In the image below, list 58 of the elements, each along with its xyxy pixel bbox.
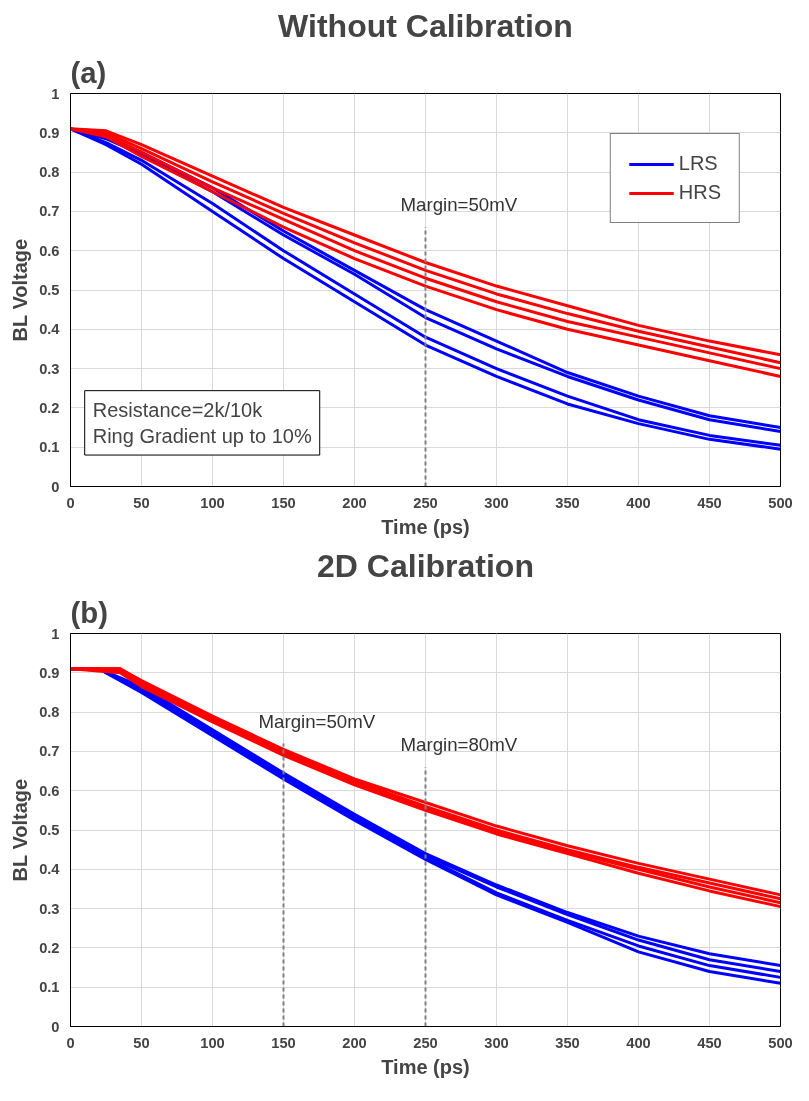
y-tick-label: 0.8 (39, 164, 60, 181)
y-axis-title: BL Voltage (9, 238, 32, 342)
x-tick-label: 100 (200, 1034, 225, 1051)
x-tick-label: 450 (697, 1034, 722, 1051)
y-tick-label: 0.4 (39, 861, 61, 878)
x-tick-label: 500 (768, 494, 793, 511)
y-tick-label: 0.1 (39, 979, 60, 996)
x-tick-label: 450 (697, 494, 722, 511)
x-axis-title: Time (ps) (381, 515, 470, 538)
y-tick-label: 0.2 (39, 399, 60, 416)
y-tick-label: 0.5 (39, 282, 60, 298)
y-tick-label: 0.8 (39, 704, 60, 721)
y-tick-label: 0.4 (39, 321, 61, 338)
x-tick-label: 0 (66, 1034, 75, 1051)
annotation: Margin=80mV (400, 734, 518, 756)
x-tick-label: 250 (413, 494, 438, 511)
y-axis-title: BL Voltage (9, 778, 32, 882)
x-tick-label: 300 (484, 494, 509, 511)
x-tick-label: 350 (555, 1034, 580, 1051)
y-tick-label: 0.3 (39, 360, 60, 377)
y-tick-label: 1 (51, 625, 60, 642)
text: (a) (70, 55, 107, 89)
annotation: Margin=50mV (400, 194, 518, 216)
chart-title: 2D Calibration (317, 547, 534, 584)
x-tick-label: 400 (626, 1034, 651, 1051)
annotation: Margin=50mV (258, 710, 376, 732)
x-tick-label: 500 (768, 1034, 793, 1051)
x-tick-label: 50 (133, 1034, 150, 1051)
y-tick-label: 1 (51, 85, 60, 102)
legend-label: HRS (678, 181, 721, 204)
x-tick-label: 350 (555, 494, 580, 511)
x-tick-label: 50 (133, 494, 150, 511)
y-tick-label: 0.6 (39, 242, 60, 259)
y-tick-label: 0 (51, 1018, 60, 1035)
y-tick-label: 0 (51, 478, 60, 495)
y-tick-label: 0.9 (39, 664, 60, 681)
x-tick-label: 200 (342, 494, 367, 511)
legend-label: LRS (678, 152, 718, 175)
x-tick-label: 400 (626, 494, 651, 511)
y-tick-label: 0.9 (39, 124, 60, 141)
y-tick-label: 0.3 (39, 900, 60, 917)
x-axis-title: Time (ps) (381, 1055, 470, 1078)
x-tick-label: 150 (271, 494, 296, 511)
y-tick-label: 0.5 (39, 822, 60, 838)
y-tick-label: 0.7 (39, 743, 60, 760)
y-tick-label: 0.2 (39, 939, 60, 956)
x-tick-label: 100 (200, 494, 225, 511)
y-tick-label: 0.1 (39, 439, 60, 456)
x-tick-label: 150 (271, 1034, 296, 1051)
text: (b) (70, 595, 108, 629)
annotation: Resistance=2k/10k Ring Gradient up to 10% (92, 398, 312, 448)
x-tick-label: 300 (484, 1034, 509, 1051)
x-tick-label: 200 (342, 1034, 367, 1051)
x-tick-label: 0 (66, 494, 75, 511)
y-tick-label: 0.7 (39, 203, 60, 220)
x-tick-label: 250 (413, 1034, 438, 1051)
y-tick-label: 0.6 (39, 782, 60, 799)
chart-title: Without Calibration (278, 7, 573, 44)
